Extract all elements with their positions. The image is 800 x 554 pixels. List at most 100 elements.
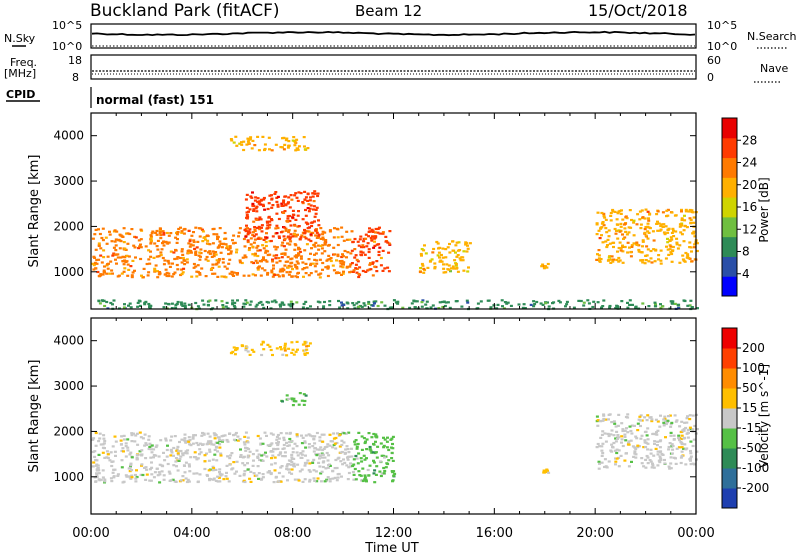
echo-cell bbox=[280, 202, 284, 205]
echo-cell bbox=[412, 299, 416, 302]
echo-cell bbox=[679, 456, 683, 459]
echo-cell bbox=[161, 230, 165, 233]
echo-cell bbox=[304, 272, 308, 275]
echo-cell bbox=[255, 205, 259, 208]
echo-cell bbox=[129, 477, 133, 480]
echo-cell bbox=[200, 228, 204, 231]
echo-cell bbox=[608, 306, 612, 309]
echo-cell bbox=[656, 220, 659, 223]
colorbar-tick-label: 4 bbox=[742, 267, 750, 281]
echo-cell bbox=[602, 212, 606, 215]
nsearch-tick-bottom: 10^0 bbox=[707, 40, 737, 53]
echo-cell bbox=[261, 442, 265, 445]
echo-cell bbox=[659, 450, 663, 453]
echo-cell bbox=[312, 200, 316, 203]
echo-cell bbox=[258, 249, 262, 252]
echo-cell bbox=[612, 245, 615, 249]
echo-cell bbox=[264, 451, 267, 454]
echo-cell bbox=[621, 218, 625, 221]
colorbar-tick-label: 12 bbox=[742, 222, 757, 236]
echo-cell bbox=[97, 453, 101, 456]
echo-cell bbox=[326, 258, 330, 261]
echo-cell bbox=[646, 230, 650, 233]
echo-cell bbox=[303, 478, 307, 481]
echo-cell bbox=[437, 307, 441, 310]
echo-cell bbox=[248, 450, 252, 453]
echo-cell bbox=[686, 253, 690, 256]
echo-cell bbox=[308, 462, 312, 465]
echo-cell bbox=[245, 193, 249, 196]
echo-cell bbox=[232, 274, 235, 277]
echo-cell bbox=[391, 442, 394, 446]
echo-cell bbox=[259, 300, 263, 304]
echo-cell bbox=[228, 463, 232, 466]
echo-cell bbox=[303, 352, 307, 355]
echo-cell bbox=[149, 479, 153, 482]
echo-cell bbox=[99, 254, 103, 257]
echo-cell bbox=[109, 477, 113, 480]
echo-cell bbox=[303, 464, 307, 467]
echo-cell bbox=[218, 438, 222, 442]
echo-cell bbox=[457, 241, 461, 244]
echo-cell bbox=[97, 228, 100, 231]
echo-cell bbox=[657, 254, 661, 257]
echo-cell bbox=[652, 454, 656, 457]
echo-cell bbox=[227, 480, 231, 483]
echo-cell bbox=[130, 469, 134, 472]
echo-cell bbox=[661, 211, 665, 214]
echo-cell bbox=[422, 271, 426, 274]
echo-cell bbox=[289, 194, 293, 197]
echo-cell bbox=[465, 299, 469, 302]
echo-cell bbox=[124, 260, 128, 263]
echo-cell bbox=[303, 440, 307, 443]
echo-cell bbox=[198, 235, 202, 238]
echo-cell bbox=[595, 258, 599, 261]
echo-cell bbox=[295, 435, 299, 438]
echo-cell bbox=[261, 244, 265, 247]
echo-cell bbox=[336, 254, 340, 258]
echo-cell bbox=[256, 249, 260, 252]
echo-cell bbox=[196, 264, 200, 267]
echo-cell bbox=[342, 303, 346, 306]
echo-cell bbox=[373, 302, 376, 305]
echo-cell bbox=[291, 209, 295, 212]
echo-cell bbox=[234, 348, 237, 352]
echo-cell bbox=[360, 305, 364, 308]
echo-cell bbox=[307, 443, 311, 446]
echo-cell bbox=[208, 252, 212, 255]
echo-cell bbox=[256, 237, 260, 240]
echo-cell bbox=[274, 191, 278, 194]
echo-cell bbox=[342, 263, 345, 266]
echo-cell bbox=[138, 431, 142, 434]
echo-cell bbox=[228, 258, 232, 261]
echo-cell bbox=[97, 478, 101, 481]
echo-cell bbox=[608, 413, 612, 416]
echo-cell bbox=[277, 275, 281, 278]
echo-cell bbox=[607, 434, 611, 438]
echo-cell bbox=[689, 222, 693, 225]
echo-cell bbox=[183, 433, 187, 436]
echo-cell bbox=[130, 276, 134, 279]
echo-cell bbox=[331, 470, 335, 473]
echo-cell bbox=[639, 223, 643, 226]
echo-cell bbox=[319, 227, 323, 230]
echo-cell bbox=[357, 300, 361, 304]
echo-cell bbox=[669, 236, 673, 239]
echo-cell bbox=[422, 249, 426, 252]
echo-cell bbox=[337, 472, 341, 476]
echo-cell bbox=[671, 444, 675, 448]
echo-cell bbox=[281, 302, 285, 305]
echo-cell bbox=[281, 400, 284, 403]
echo-cell bbox=[307, 210, 311, 213]
echo-cell bbox=[282, 148, 286, 151]
echo-cell bbox=[368, 263, 372, 266]
echo-cell bbox=[689, 428, 693, 431]
echo-cell bbox=[623, 223, 626, 226]
echo-cell bbox=[137, 299, 141, 302]
echo-cell bbox=[181, 475, 185, 478]
echo-cell bbox=[289, 233, 293, 236]
echo-cell bbox=[641, 239, 645, 242]
echo-cell bbox=[349, 462, 352, 465]
echo-cell bbox=[117, 239, 121, 242]
echo-cell bbox=[680, 437, 684, 441]
